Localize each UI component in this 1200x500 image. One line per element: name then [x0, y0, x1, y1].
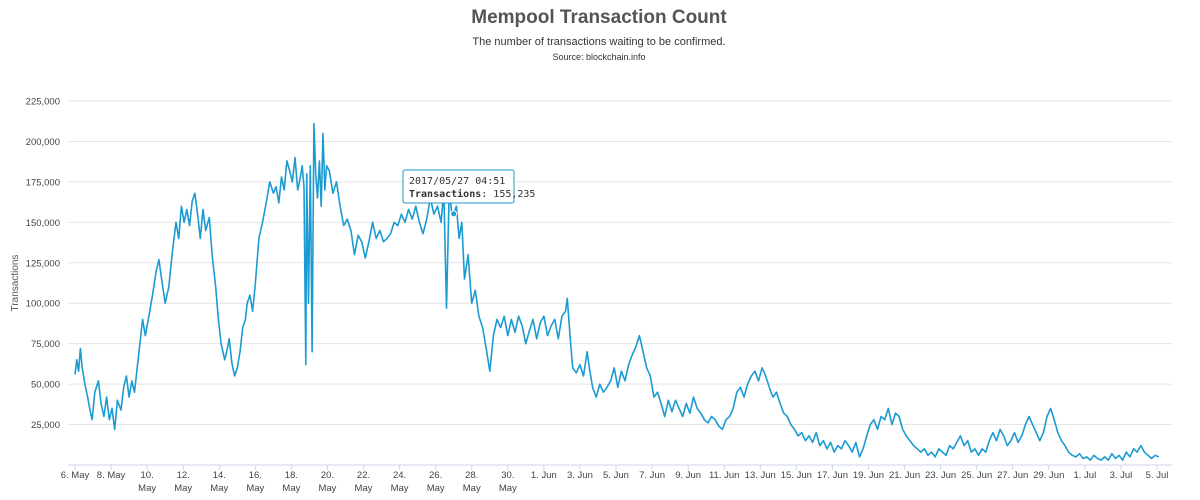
y-tick-label: 125,000	[26, 258, 60, 269]
x-tick-label: 11. Jun	[709, 470, 739, 481]
x-tick-label-line2: May	[355, 483, 373, 494]
tooltip-sep: :	[481, 189, 493, 200]
x-tick-label: 24.	[393, 470, 406, 481]
x-tick-label: 12.	[177, 470, 190, 481]
y-axis-ticks: 225,000 200,000 175,000 150,000 125,000 100,0…	[26, 97, 60, 432]
x-tick-label: 26.	[429, 470, 442, 481]
x-tick-label: 18.	[285, 470, 298, 481]
x-tick-label: 13. Jun	[745, 470, 776, 481]
chart-source: Source: blockchain.info	[552, 52, 645, 62]
tooltip-label: Transactions	[409, 188, 481, 200]
x-tick-label: 5. Jul	[1146, 470, 1169, 481]
tooltip-line: Transactions: 155,235	[409, 188, 535, 200]
y-tick-label: 175,000	[26, 177, 60, 188]
series-layer	[74, 122, 1160, 461]
x-tick-label: 8. May	[97, 470, 126, 481]
tooltip-value: 155,235	[493, 189, 535, 200]
x-tick-label: 28.	[465, 470, 478, 481]
x-tick-label-line2: May	[246, 483, 264, 494]
y-tick-label: 225,000	[26, 97, 60, 108]
x-tick-label: 14.	[213, 470, 226, 481]
x-tick-label: 15. Jun	[781, 470, 812, 481]
chart-subtitle: The number of transactions waiting to be…	[472, 36, 725, 48]
x-tick-label-line2: May	[427, 483, 445, 494]
y-tick-label: 50,000	[31, 380, 60, 391]
y-axis-label: Transactions	[10, 255, 21, 312]
x-tick-label-line2: May	[391, 483, 409, 494]
x-tick-label: 23. Jun	[925, 470, 956, 481]
series-line	[74, 122, 1160, 461]
x-tick-label: 3. Jun	[567, 470, 593, 481]
x-tick-label: 1. Jul	[1074, 470, 1097, 481]
y-tick-label: 150,000	[26, 218, 60, 229]
chart-title: Mempool Transaction Count	[471, 7, 727, 28]
x-tick-label-line2: May	[282, 483, 300, 494]
x-tick-label: 6. May	[61, 470, 90, 481]
x-tick-label: 30.	[501, 470, 514, 481]
x-tick-label: 9. Jun	[675, 470, 701, 481]
x-tick-label-line2: May	[138, 483, 156, 494]
x-tick-label: 17. Jun	[817, 470, 848, 481]
y-tick-label: 100,000	[26, 299, 60, 310]
tooltip-marker	[450, 210, 458, 218]
tooltip-date: 2017/05/27 04:51	[409, 176, 505, 187]
x-tick-label: 25. Jun	[961, 470, 992, 481]
x-tick-label: 5. Jun	[603, 470, 629, 481]
x-tick-label-line2: May	[174, 483, 192, 494]
x-tick-label: 29. Jun	[1033, 470, 1064, 481]
x-tick-label: 27. Jun	[997, 470, 1028, 481]
y-tick-label: 200,000	[26, 137, 60, 148]
tooltip-box	[402, 169, 515, 204]
x-tick-label: 19. Jun	[853, 470, 884, 481]
y-tick-label: 25,000	[31, 420, 60, 431]
x-tick-label-line2: May	[210, 483, 228, 494]
x-tick-label-line2: May	[499, 483, 517, 494]
x-axis-ticks: 6. May 8. May 10. May 12. May 14. May 16. May 18. M…	[61, 465, 1169, 494]
x-tick-label: 20.	[321, 470, 334, 481]
x-tick-label: 1. Jun	[531, 470, 557, 481]
x-tick-label: 21. Jun	[889, 470, 920, 481]
x-tick-label-line2: May	[318, 483, 336, 494]
tooltip: 2017/05/27 04:51 Transactions: 155,235	[402, 169, 535, 204]
x-tick-label: 7. Jun	[639, 470, 665, 481]
x-tick-label: 22.	[357, 470, 370, 481]
y-tick-label: 75,000	[31, 339, 60, 350]
x-tick-label: 16.	[249, 470, 262, 481]
x-tick-label: 10.	[141, 470, 154, 481]
x-tick-label-line2: May	[463, 483, 481, 494]
x-tick-label: 3. Jul	[1110, 470, 1133, 481]
